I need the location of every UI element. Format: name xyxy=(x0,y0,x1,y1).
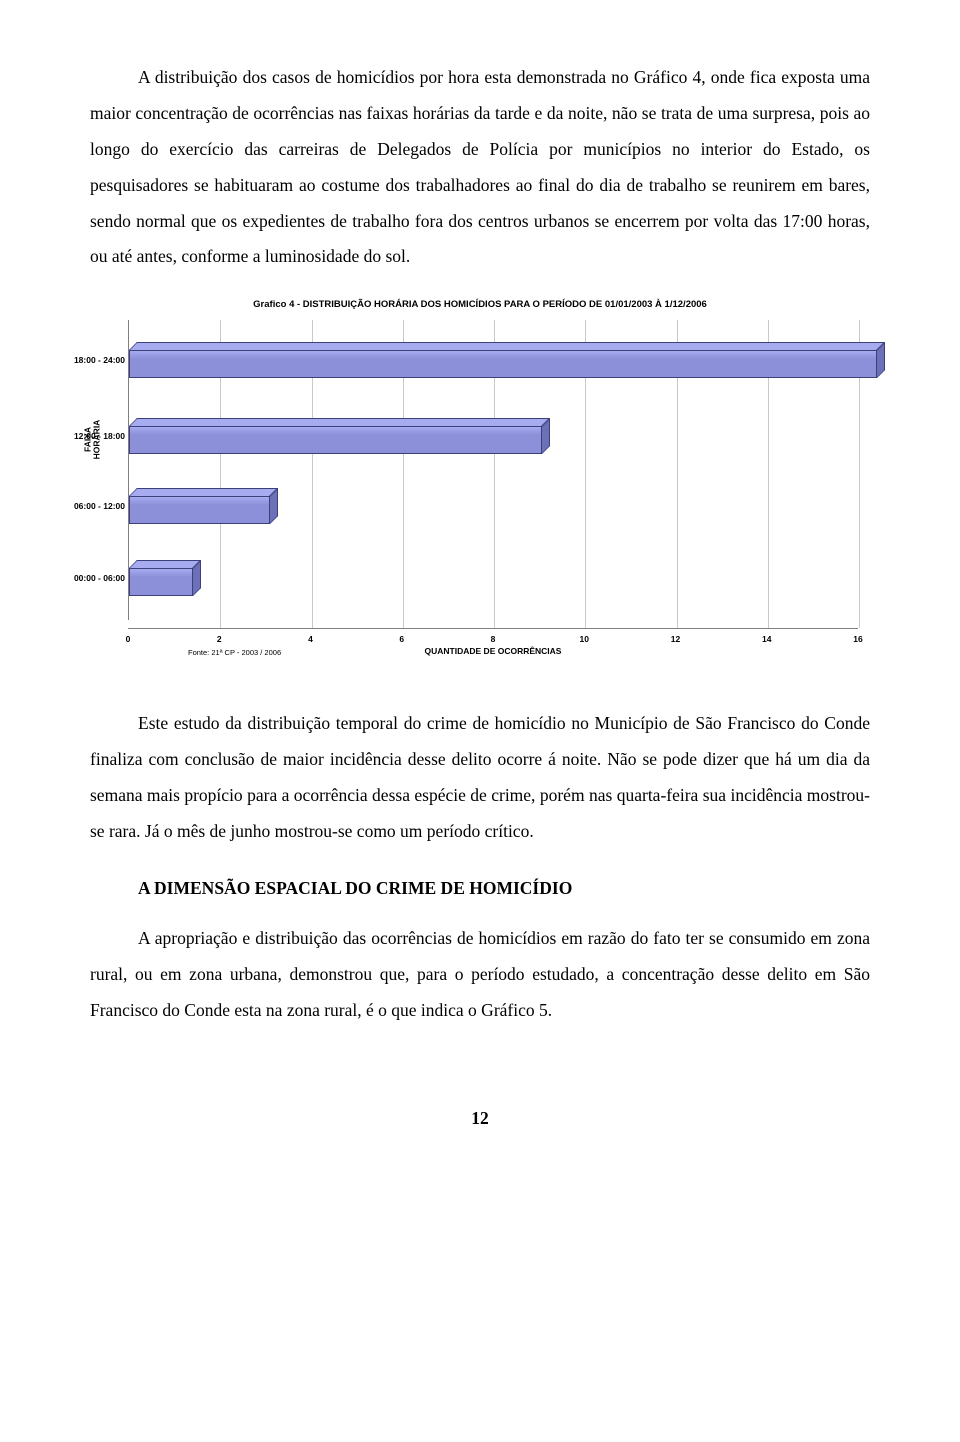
chart-bar-front xyxy=(129,568,193,596)
chart-category-label: 18:00 - 24:00 xyxy=(74,355,125,365)
chart-bar-front xyxy=(129,496,270,524)
chart-x-axis-label: QUANTIDADE DE OCORRÊNCIAS xyxy=(425,646,562,656)
section-heading: A DIMENSÃO ESPACIAL DO CRIME DE HOMICÍDI… xyxy=(138,878,870,899)
chart-bar-row: 00:00 - 06:00 xyxy=(129,560,858,596)
chart-x-axis: Fonte: 21ª CP - 2003 / 2006 QUANTIDADE D… xyxy=(128,620,858,666)
chart-bar xyxy=(129,560,201,596)
chart-bar-front xyxy=(129,350,877,378)
chart-x-tick-label: 8 xyxy=(491,634,496,644)
chart-bar-top xyxy=(129,488,278,496)
chart-x-tick-label: 12 xyxy=(671,634,680,644)
chart-category-label: 12:00 - 18:00 xyxy=(74,431,125,441)
chart-4: Grafico 4 - DISTRIBUIÇÃO HORÁRIA DOS HOM… xyxy=(90,299,870,666)
chart-x-tick-label: 16 xyxy=(853,634,862,644)
paragraph-3: A apropriação e distribuição das ocorrên… xyxy=(90,921,870,1029)
chart-bar-side xyxy=(270,488,278,524)
chart-bar-side xyxy=(877,342,885,378)
chart-title: Grafico 4 - DISTRIBUIÇÃO HORÁRIA DOS HOM… xyxy=(90,299,870,310)
chart-x-tick-label: 4 xyxy=(308,634,313,644)
page-number: 12 xyxy=(90,1108,870,1129)
chart-category-label: 06:00 - 12:00 xyxy=(74,501,125,511)
chart-source: Fonte: 21ª CP - 2003 / 2006 xyxy=(188,648,281,657)
chart-bar-side xyxy=(542,418,550,454)
chart-bar-top xyxy=(129,560,201,568)
chart-x-tick-label: 10 xyxy=(580,634,589,644)
chart-bar-row: 18:00 - 24:00 xyxy=(129,342,858,378)
chart-plot-area: FAIXAHORÁRIA 18:00 - 24:0012:00 - 18:000… xyxy=(128,320,858,620)
chart-bar xyxy=(129,488,278,524)
chart-category-label: 00:00 - 06:00 xyxy=(74,573,125,583)
chart-bar-row: 12:00 - 18:00 xyxy=(129,418,858,454)
paragraph-2: Este estudo da distribuição temporal do … xyxy=(90,706,870,850)
chart-bar xyxy=(129,418,550,454)
chart-bar-row: 06:00 - 12:00 xyxy=(129,488,858,524)
chart-x-tick-label: 2 xyxy=(217,634,222,644)
chart-x-tick-label: 6 xyxy=(399,634,404,644)
chart-bar-top xyxy=(129,342,885,350)
chart-bar-top xyxy=(129,418,550,426)
paragraph-1: A distribuição dos casos de homicídios p… xyxy=(90,60,870,275)
x-axis-baseline xyxy=(128,628,858,629)
chart-bar-side xyxy=(193,560,201,596)
chart-bar-front xyxy=(129,426,542,454)
chart-bar xyxy=(129,342,885,378)
chart-x-tick-label: 14 xyxy=(762,634,771,644)
chart-x-tick-label: 0 xyxy=(126,634,131,644)
